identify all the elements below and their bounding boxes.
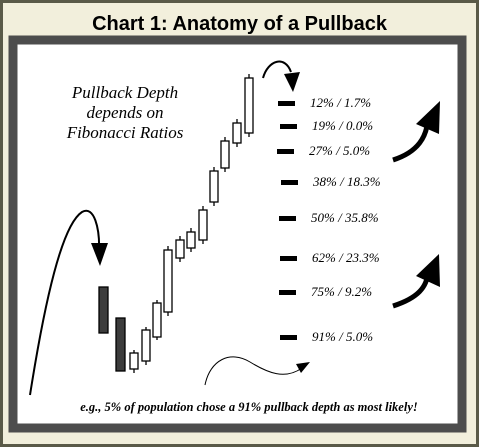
fib-row-label: 91% / 5.0% — [312, 329, 373, 344]
bullish-candle — [198, 209, 208, 241]
bullish-candle — [209, 170, 219, 203]
fib-row: 75% / 9.2% — [279, 284, 372, 299]
bullish-candle — [220, 140, 230, 169]
fib-level-marker — [279, 290, 296, 295]
bearish-candle — [98, 286, 109, 334]
footnote-arrowhead — [296, 362, 310, 373]
footnote-arrow — [204, 356, 303, 386]
fib-level-marker — [279, 216, 296, 221]
uptrend-arrowhead — [91, 243, 108, 266]
bullish-candle — [141, 329, 151, 362]
footnote: e.g., 5% of population chose a 91% pullb… — [80, 400, 418, 414]
fib-row: 19% / 0.0% — [280, 118, 373, 133]
fib-row: 27% / 5.0% — [277, 143, 370, 158]
fib-level-marker — [281, 180, 298, 185]
plot-panel — [8, 35, 467, 433]
fib-row-label: 62% / 23.3% — [312, 250, 380, 265]
bearish-candle — [115, 317, 126, 372]
annotation-line-3: Fibonacci Ratios — [66, 123, 184, 142]
fibonacci-table: 12% / 1.7% 19% / 0.0% 27% / 5.0% 38% / 18.3… — [277, 95, 381, 344]
fib-level-marker — [278, 101, 295, 106]
bullish-candle — [175, 239, 185, 259]
rebound-arrowhead-lower — [416, 254, 440, 287]
bullish-candle — [152, 302, 162, 338]
uptrend-arrow — [29, 209, 101, 396]
fib-level-marker — [280, 256, 297, 261]
fib-row: 12% / 1.7% — [278, 95, 371, 110]
fib-level-marker — [277, 149, 294, 154]
fib-row-label: 50% / 35.8% — [311, 210, 379, 225]
fib-row: 62% / 23.3% — [280, 250, 380, 265]
rebound-arrowhead-upper — [416, 101, 440, 134]
fib-row: 38% / 18.3% — [281, 174, 381, 189]
fib-row: 50% / 35.8% — [279, 210, 379, 225]
bullish-candle — [129, 352, 139, 370]
fib-row-label: 19% / 0.0% — [312, 118, 373, 133]
annotation-line-2: depends on — [87, 103, 164, 122]
peak-arrow — [262, 60, 292, 79]
bullish-candle — [163, 249, 173, 313]
bullish-candle — [232, 122, 242, 144]
fib-level-marker — [280, 335, 297, 340]
fib-row-label: 12% / 1.7% — [310, 95, 371, 110]
fib-row-label: 27% / 5.0% — [309, 143, 370, 158]
candlesticks — [98, 74, 254, 373]
fib-row: 91% / 5.0% — [280, 329, 373, 344]
bullish-candle — [244, 77, 254, 134]
peak-arrowhead — [284, 72, 300, 92]
fib-row-label: 75% / 9.2% — [311, 284, 372, 299]
bullish-candle — [186, 231, 196, 249]
fib-row-label: 38% / 18.3% — [312, 174, 381, 189]
annotation-line-1: Pullback Depth — [71, 83, 178, 102]
chart-title: Chart 1: Anatomy of a Pullback — [92, 13, 387, 35]
fib-level-marker — [280, 124, 297, 129]
